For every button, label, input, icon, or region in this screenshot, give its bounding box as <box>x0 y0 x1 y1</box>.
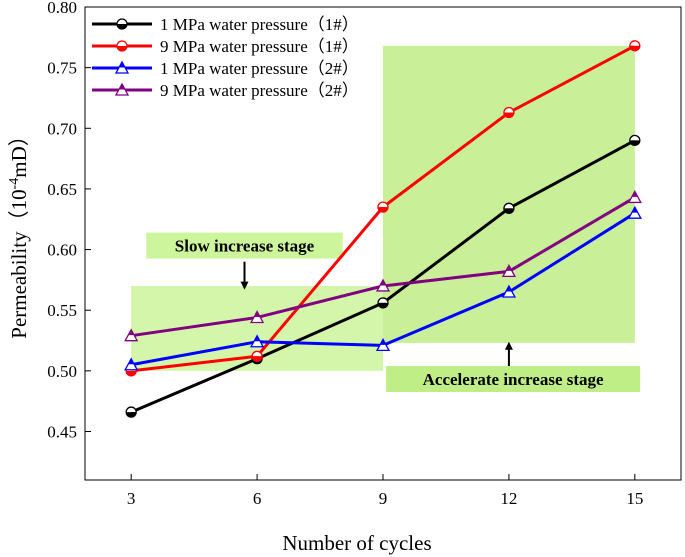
data-point <box>125 406 137 418</box>
data-point <box>377 201 389 213</box>
y-axis-label: Permeability（10-4mD） <box>7 125 31 338</box>
legend-label: 1 MPa water pressure（2#） <box>160 59 359 78</box>
data-point <box>249 310 265 324</box>
annotation-arrow-head <box>504 341 513 350</box>
y-tick-label: 0.80 <box>47 0 77 17</box>
y-axis: 0.45 0.50 0.55 0.60 0.65 0.70 0.75 0.80 <box>47 0 91 441</box>
x-tick-label: 15 <box>626 489 643 508</box>
data-point <box>629 40 641 52</box>
annotation-label: Accelerate increase stage <box>423 370 604 389</box>
data-point <box>501 284 517 298</box>
x-tick-label: 12 <box>500 489 517 508</box>
data-point <box>375 338 391 352</box>
data-point <box>251 350 263 362</box>
data-point <box>501 264 517 278</box>
x-axis: 3 6 9 12 15 <box>127 474 643 508</box>
legend-marker <box>114 60 130 74</box>
legend: 1 MPa water pressure（1#） 9 MPa water pres… <box>92 15 359 100</box>
data-point <box>375 278 391 292</box>
legend-marker <box>114 82 130 96</box>
data-point <box>124 328 139 342</box>
y-tick-label: 0.60 <box>47 241 77 260</box>
x-axis-label: Number of cycles <box>282 531 431 555</box>
x-tick-label: 3 <box>127 489 136 508</box>
legend-label: 1 MPa water pressure（1#） <box>160 15 359 34</box>
y-tick-label: 0.70 <box>47 119 77 138</box>
legend-label: 9 MPa water pressure（2#） <box>160 81 359 100</box>
data-point <box>249 334 265 348</box>
data-point <box>627 205 642 219</box>
stage-regions <box>131 45 635 371</box>
annotation-bg <box>386 365 641 392</box>
y-axis-label-prefix: Permeability（10 <box>7 189 31 338</box>
annotation-label: Slow increase stage <box>175 237 315 256</box>
y-axis-label-sup: -4 <box>7 178 22 190</box>
region-accelerate <box>383 45 635 343</box>
data-point <box>627 190 642 204</box>
data-point <box>503 106 515 119</box>
y-tick-label: 0.55 <box>47 301 77 320</box>
y-axis-label-suffix: mD） <box>7 125 31 178</box>
y-tick-label: 0.50 <box>47 362 77 381</box>
x-tick-label: 6 <box>253 489 262 508</box>
legend-marker <box>116 18 128 30</box>
y-tick-label: 0.75 <box>47 59 77 78</box>
data-point <box>629 134 641 147</box>
data-point <box>124 357 139 371</box>
data-series <box>124 40 642 418</box>
annotation-arrow-head <box>240 281 249 290</box>
y-tick-label: 0.65 <box>47 180 77 199</box>
data-point <box>503 202 515 214</box>
data-point <box>377 297 389 309</box>
legend-label: 9 MPa water pressure（1#） <box>160 37 359 56</box>
y-tick-label: 0.45 <box>47 422 77 441</box>
annotations: Slow increase stage Accelerate increase s… <box>146 232 641 392</box>
x-tick-label: 9 <box>379 489 388 508</box>
annotation-bg <box>146 232 343 259</box>
legend-marker <box>116 40 128 52</box>
